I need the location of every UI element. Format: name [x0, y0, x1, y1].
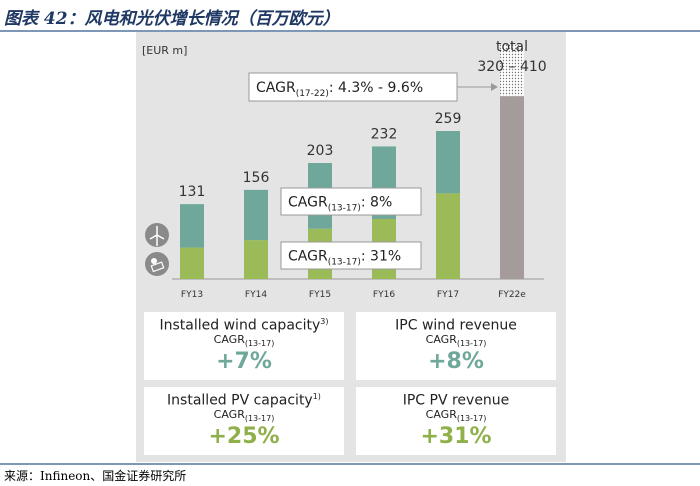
bar-fy13-wind-turbine: [180, 204, 204, 248]
wind-turbine-icon: [145, 223, 169, 247]
cagr-arrow-head: [491, 83, 498, 91]
x-tick-label: FY22e: [498, 290, 526, 300]
bar-fy22e-base: [500, 96, 524, 280]
value-label: 232: [371, 126, 398, 142]
kpi-label: IPC wind revenue: [395, 317, 517, 334]
kpi-cagr: CAGR(13-17): [213, 332, 275, 348]
bar-fy17-wind-turbine: [436, 131, 460, 194]
bar-fy13-solar-pv: [180, 247, 204, 279]
kpi-card-pv-revenue: IPC PV revenue CAGR(13-17) +31%: [356, 387, 556, 455]
bar-fy14-solar-pv: [244, 240, 268, 279]
kpi-label: Installed PV capacity1): [167, 392, 321, 409]
unit-label: [EUR m]: [142, 44, 187, 57]
kpi-cagr: CAGR(13-17): [425, 407, 487, 423]
x-tick-label: FY17: [437, 290, 459, 300]
figure-source: 来源：Infineon、国金证券研究所: [4, 469, 187, 483]
kpi-cagr: CAGR(13-17): [213, 407, 275, 423]
cagr-annotation-text: CAGR(13-17): 31%: [288, 249, 401, 268]
value-label: 131: [179, 184, 206, 200]
cagr-annotation-box: [280, 187, 422, 216]
forecast-label-total: total: [496, 39, 528, 55]
kpi-cagr: CAGR(13-17): [425, 332, 487, 348]
cagr-annotation-box: [248, 72, 458, 102]
kpi-value: +25%: [208, 423, 280, 449]
kpi-card-wind-capacity: Installed wind capacity3) CAGR(13-17) +7…: [144, 312, 344, 380]
x-tick-label: FY16: [373, 290, 395, 300]
cagr-annotation-box: [280, 241, 422, 270]
x-tick-label: FY15: [309, 290, 331, 300]
x-tick-label: FY14: [245, 290, 267, 300]
bottom-rule: [0, 463, 700, 465]
bar-fy17-solar-pv: [436, 193, 460, 279]
kpi-value: +8%: [428, 348, 484, 374]
forecast-label-range: 320 – 410: [477, 59, 546, 75]
kpi-value: +31%: [420, 423, 492, 449]
solar-pv-icon: [145, 252, 169, 276]
kpi-label: Installed wind capacity3): [159, 317, 329, 334]
value-label: 156: [243, 170, 270, 186]
kpi-card-pv-capacity: Installed PV capacity1) CAGR(13-17) +25%: [144, 387, 344, 455]
value-label: 259: [435, 111, 462, 127]
kpi-card-wind-revenue: IPC wind revenue CAGR(13-17) +8%: [356, 312, 556, 380]
top-rule: [0, 30, 700, 32]
kpi-label: IPC PV revenue: [402, 392, 510, 409]
figure-title: 图表 42：风电和光伏增长情况（百万欧元）: [4, 9, 340, 29]
cagr-annotation-text: CAGR(13-17): 8%: [288, 195, 392, 214]
x-tick-label: FY13: [181, 290, 203, 300]
chart-panel: [EUR m] 131 156 203 232 259 total 320 – 410 FY…: [136, 32, 566, 462]
kpi-value: +7%: [216, 348, 272, 374]
bar-fy14-wind-turbine: [244, 189, 268, 241]
bar-fy22e-range: [500, 44, 524, 97]
cagr-annotation-text: CAGR(17-22): 4.3% - 9.6%: [256, 80, 423, 99]
chart-svg: [EUR m] 131 156 203 232 259 total 320 – 410 FY…: [142, 39, 547, 300]
value-label: 203: [307, 143, 334, 159]
